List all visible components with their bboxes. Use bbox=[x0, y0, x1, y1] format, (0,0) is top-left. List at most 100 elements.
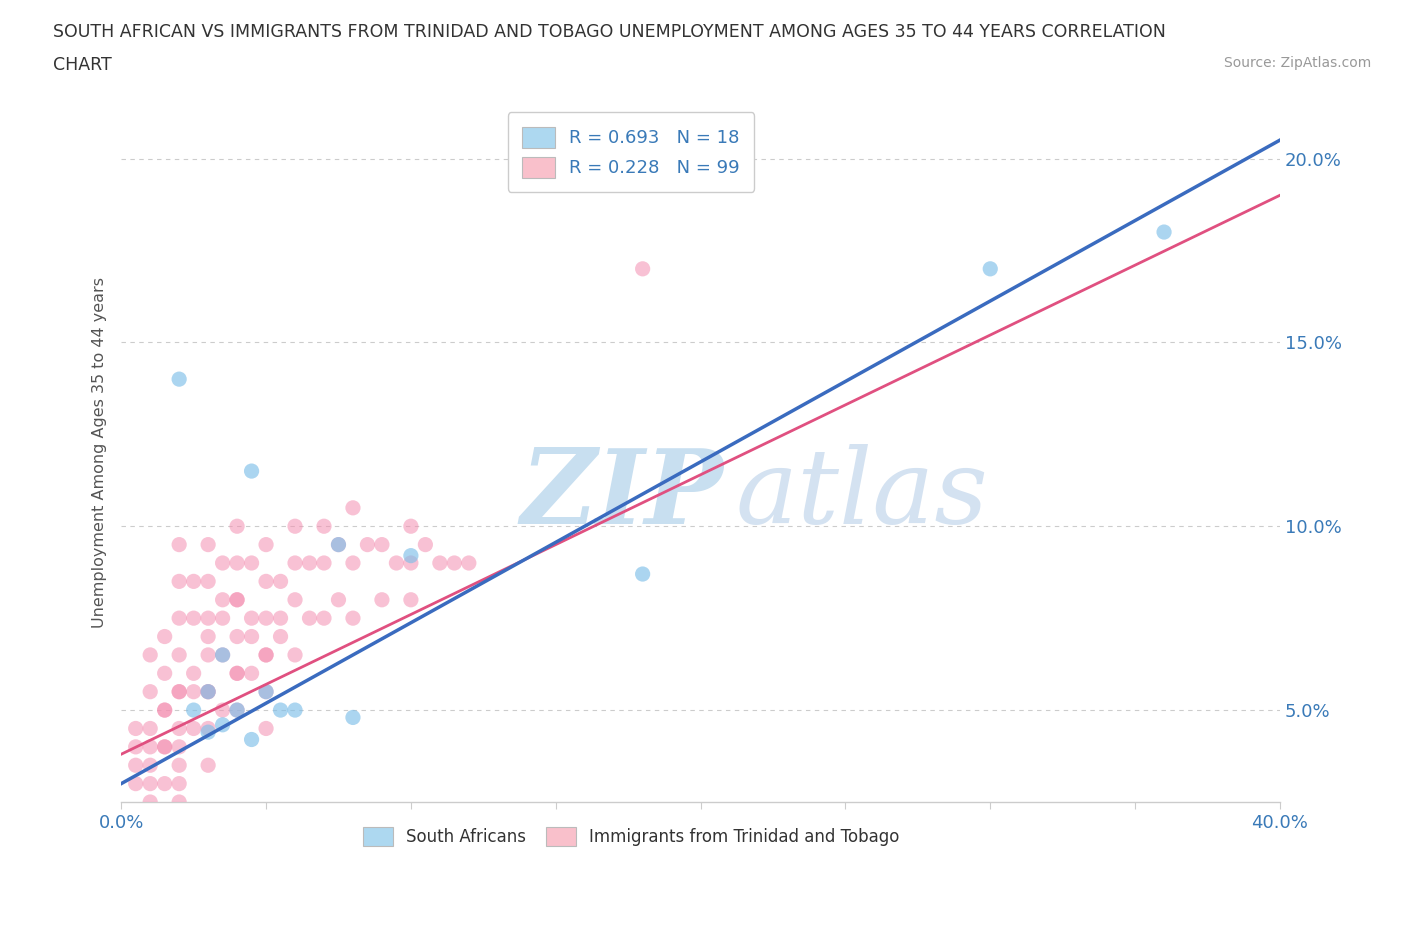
Point bbox=[167, 820, 190, 835]
Point bbox=[153, 739, 176, 754]
Point bbox=[385, 555, 408, 570]
Text: SOUTH AFRICAN VS IMMIGRANTS FROM TRINIDAD AND TOBAGO UNEMPLOYMENT AMONG AGES 35 : SOUTH AFRICAN VS IMMIGRANTS FROM TRINIDA… bbox=[53, 23, 1167, 41]
Point bbox=[356, 538, 378, 552]
Point bbox=[211, 717, 233, 732]
Point bbox=[328, 592, 350, 607]
Point bbox=[457, 555, 479, 570]
Point bbox=[328, 538, 350, 552]
Point bbox=[167, 777, 190, 791]
Text: atlas: atlas bbox=[735, 444, 988, 545]
Point bbox=[226, 666, 249, 681]
Point bbox=[371, 592, 394, 607]
Point bbox=[167, 611, 190, 626]
Point bbox=[240, 666, 263, 681]
Point bbox=[240, 555, 263, 570]
Point bbox=[183, 574, 205, 589]
Point bbox=[197, 647, 219, 662]
Point bbox=[139, 684, 162, 699]
Point bbox=[211, 647, 233, 662]
Point bbox=[415, 538, 437, 552]
Point bbox=[197, 684, 219, 699]
Point bbox=[183, 684, 205, 699]
Point bbox=[211, 611, 233, 626]
Point bbox=[254, 684, 277, 699]
Point bbox=[254, 611, 277, 626]
Point bbox=[298, 611, 321, 626]
Point bbox=[139, 739, 162, 754]
Point bbox=[167, 794, 190, 809]
Point bbox=[153, 629, 176, 644]
Point bbox=[328, 538, 350, 552]
Point bbox=[226, 703, 249, 718]
Text: CHART: CHART bbox=[53, 56, 112, 73]
Point bbox=[197, 684, 219, 699]
Point bbox=[270, 703, 292, 718]
Point bbox=[226, 629, 249, 644]
Point bbox=[240, 629, 263, 644]
Point bbox=[153, 703, 176, 718]
Point bbox=[197, 629, 219, 644]
Point bbox=[211, 555, 233, 570]
Point bbox=[125, 758, 148, 773]
Point bbox=[183, 721, 205, 736]
Text: Source: ZipAtlas.com: Source: ZipAtlas.com bbox=[1223, 56, 1371, 70]
Point bbox=[254, 538, 277, 552]
Point bbox=[183, 666, 205, 681]
Point bbox=[240, 464, 263, 479]
Legend: South Africans, Immigrants from Trinidad and Tobago: South Africans, Immigrants from Trinidad… bbox=[356, 820, 907, 853]
Point bbox=[240, 611, 263, 626]
Point bbox=[979, 261, 1001, 276]
Point bbox=[342, 710, 364, 724]
Point bbox=[226, 666, 249, 681]
Point bbox=[399, 519, 422, 534]
Point bbox=[226, 703, 249, 718]
Y-axis label: Unemployment Among Ages 35 to 44 years: Unemployment Among Ages 35 to 44 years bbox=[93, 277, 107, 628]
Point bbox=[298, 555, 321, 570]
Point bbox=[254, 647, 277, 662]
Point bbox=[226, 592, 249, 607]
Point bbox=[183, 611, 205, 626]
Point bbox=[1153, 225, 1175, 240]
Point bbox=[139, 777, 162, 791]
Point bbox=[167, 721, 190, 736]
Point bbox=[197, 574, 219, 589]
Point bbox=[167, 739, 190, 754]
Point bbox=[197, 611, 219, 626]
Point bbox=[139, 721, 162, 736]
Point bbox=[399, 555, 422, 570]
Point bbox=[226, 555, 249, 570]
Point bbox=[254, 684, 277, 699]
Point bbox=[167, 647, 190, 662]
Point bbox=[153, 703, 176, 718]
Point bbox=[153, 666, 176, 681]
Point bbox=[125, 721, 148, 736]
Point bbox=[312, 555, 335, 570]
Point bbox=[139, 794, 162, 809]
Point bbox=[342, 500, 364, 515]
Point bbox=[312, 519, 335, 534]
Point bbox=[631, 261, 654, 276]
Point bbox=[342, 611, 364, 626]
Point bbox=[197, 724, 219, 739]
Point bbox=[240, 732, 263, 747]
Point bbox=[211, 647, 233, 662]
Point bbox=[270, 574, 292, 589]
Point bbox=[429, 555, 451, 570]
Point bbox=[125, 777, 148, 791]
Point bbox=[254, 721, 277, 736]
Point bbox=[443, 555, 465, 570]
Point bbox=[197, 758, 219, 773]
Point bbox=[284, 592, 307, 607]
Point bbox=[167, 372, 190, 387]
Point bbox=[139, 647, 162, 662]
Point bbox=[125, 739, 148, 754]
Point bbox=[342, 555, 364, 570]
Point bbox=[197, 538, 219, 552]
Point bbox=[211, 703, 233, 718]
Text: ZIP: ZIP bbox=[520, 444, 724, 545]
Point bbox=[254, 647, 277, 662]
Point bbox=[284, 703, 307, 718]
Point bbox=[167, 538, 190, 552]
Point bbox=[153, 739, 176, 754]
Point bbox=[139, 758, 162, 773]
